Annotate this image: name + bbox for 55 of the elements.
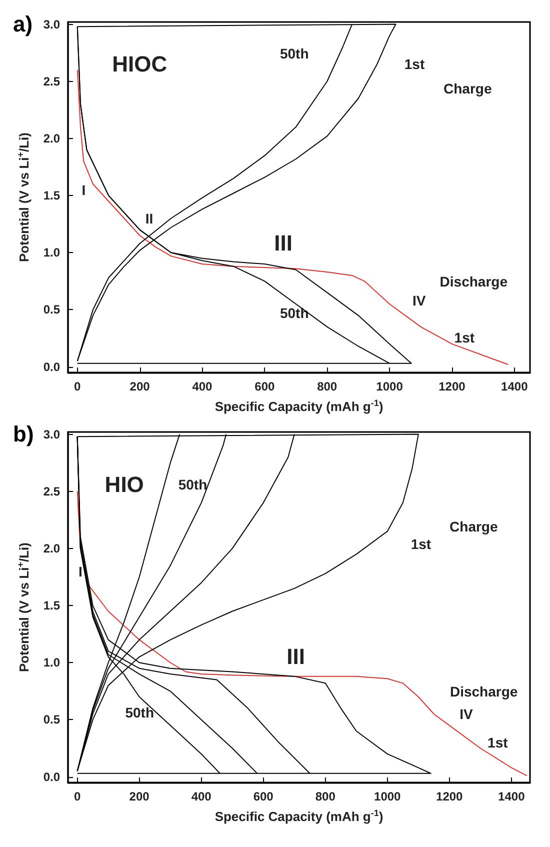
annotation: Charge [450, 518, 498, 535]
annotation: 1st [488, 734, 508, 751]
y-tick-label: 0.5 [43, 302, 60, 317]
annotation: III [286, 644, 305, 669]
y-tick-label: 3.0 [43, 17, 60, 32]
y-axis-title: Potential (V vs Li+/Li) [16, 132, 32, 262]
annotation: III [274, 230, 292, 256]
x-tick-label: 0 [74, 790, 81, 804]
y-tick-label: 1.5 [43, 188, 60, 203]
y-tick-label: 0.0 [43, 770, 60, 784]
x-tick-label: 400 [192, 380, 213, 394]
annotation: IV [412, 292, 426, 309]
annotation: 50th [178, 476, 208, 493]
annotation: 50th [125, 704, 154, 720]
chart-title: b) [13, 422, 34, 446]
x-tick-label: 1400 [501, 380, 528, 394]
x-tick-label: 0 [74, 380, 82, 394]
y-tick-label: 2.5 [43, 484, 60, 498]
x-tick-label: 800 [315, 790, 336, 804]
annotation: HIOC [112, 52, 168, 77]
x-tick-label: 200 [129, 790, 150, 804]
x-tick-label: 400 [191, 790, 212, 804]
x-tick-label: 600 [253, 790, 274, 804]
annotation: Discharge [440, 273, 508, 290]
x-tick-label: 800 [317, 380, 338, 394]
y-tick-label: 2.5 [43, 74, 60, 88]
x-tick-label: 1400 [498, 790, 526, 804]
annotation: II [145, 210, 154, 226]
x-tick-label: 1200 [438, 380, 466, 394]
annotation: 1st [410, 536, 432, 552]
annotation: I [78, 563, 82, 580]
annotation: HIO [104, 472, 144, 498]
annotation: 50th [280, 304, 309, 321]
y-tick-label: 1.0 [43, 656, 60, 670]
annotation: Discharge [450, 683, 518, 700]
x-tick-label: 200 [130, 380, 150, 394]
x-tick-label: 600 [254, 380, 275, 394]
y-tick-label: 2.0 [43, 541, 60, 556]
y-tick-label: 2.0 [43, 131, 60, 146]
y-tick-label: 3.0 [43, 427, 60, 442]
x-tick-label: 1000 [374, 790, 402, 804]
annotation: IV [460, 706, 474, 722]
x-tick-label: 1200 [436, 790, 464, 804]
annotation: 50th [280, 46, 309, 62]
x-tick-label: 1000 [376, 380, 404, 394]
y-axis-title: Potential (V vs Li+/Li) [16, 542, 32, 672]
annotation: I [82, 182, 86, 198]
chart-title: a) [13, 12, 33, 36]
annotation: 1st [404, 56, 425, 72]
y-tick-label: 1.5 [43, 598, 60, 613]
y-tick-label: 0.5 [43, 712, 60, 727]
y-tick-label: 0.0 [43, 360, 60, 374]
annotation: Charge [444, 80, 492, 97]
y-tick-label: 1.0 [43, 246, 60, 260]
annotation: 1st [454, 329, 475, 346]
